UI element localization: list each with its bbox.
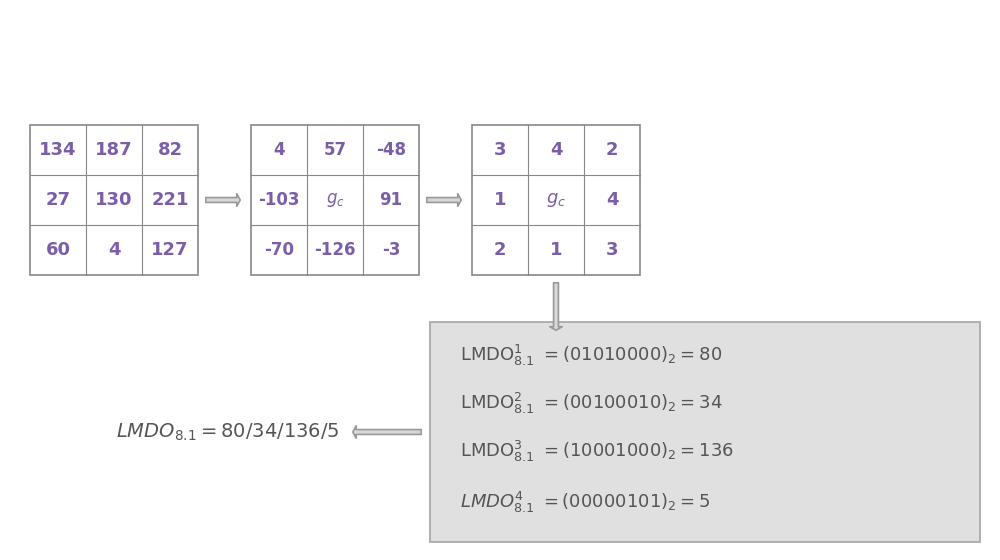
Text: 134: 134 [39,141,77,159]
Text: 4: 4 [550,141,562,159]
Text: 27: 27 [46,191,70,209]
Text: 82: 82 [157,141,183,159]
Text: 221: 221 [151,191,189,209]
Text: $g_c$: $g_c$ [326,191,344,209]
Bar [30,125,198,275]
Text: 2: 2 [494,241,506,259]
Text: 187: 187 [95,141,133,159]
Text: 1: 1 [494,191,506,209]
Text: LMDO$^{3}_{8.1}$ $= (10001000)_{2} = 136$: LMDO$^{3}_{8.1}$ $= (10001000)_{2} = 136… [460,439,734,464]
Bar [472,125,640,275]
Text: -103: -103 [258,191,300,209]
Text: 91: 91 [379,191,403,209]
Text: 127: 127 [151,241,189,259]
Text: 3: 3 [606,241,618,259]
Text: 130: 130 [95,191,133,209]
Text: -48: -48 [376,141,406,159]
FancyBboxPatch shape [430,322,980,542]
Text: LMDO$^{1}_{8.1}$ $= (01010000)_{2} = 80$: LMDO$^{1}_{8.1}$ $= (01010000)_{2} = 80$ [460,343,722,367]
Text: $g_c$: $g_c$ [546,191,566,209]
Text: 4: 4 [273,141,285,159]
Text: -126: -126 [314,241,356,259]
Text: $LMDO_{8.1} = 80/34/136/5$: $LMDO_{8.1} = 80/34/136/5$ [116,421,340,442]
Text: 4: 4 [606,191,618,209]
Text: -3: -3 [382,241,400,259]
Text: 2: 2 [606,141,618,159]
Text: $LMDO^{4}_{8.1}$ $= (00000101)_{2} = 5$: $LMDO^{4}_{8.1}$ $= (00000101)_{2} = 5$ [460,490,710,515]
Text: LMDO$^{2}_{8.1}$ $= (00100010)_{2} = 34$: LMDO$^{2}_{8.1}$ $= (00100010)_{2} = 34$ [460,391,722,416]
Text: 60: 60 [46,241,70,259]
Text: 57: 57 [323,141,347,159]
Text: 1: 1 [550,241,562,259]
Bar [251,125,419,275]
Text: -70: -70 [264,241,294,259]
Text: 3: 3 [494,141,506,159]
Text: 4: 4 [108,241,120,259]
